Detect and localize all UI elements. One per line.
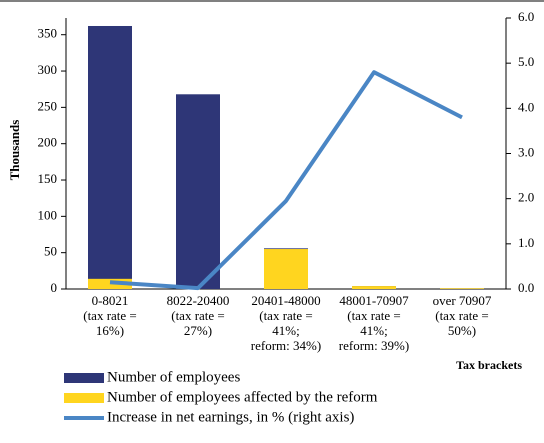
y2-tick-label: 5.0 [518,54,534,69]
x-tick-label: over 70907 (tax rate = 50%) [433,293,492,338]
y-axis-title: Thousands [7,120,22,181]
y2-tick-label: 6.0 [518,9,534,24]
y-tick-label: 50 [44,244,57,259]
line [109,70,463,291]
y2-tick-label: 4.0 [518,99,534,114]
bar [176,94,220,289]
y-tick-label: 250 [38,98,58,113]
legend-label: Increase in net earnings, in % (right ax… [107,409,354,425]
y-tick-label: 350 [38,26,58,41]
x-axis-title: Tax brackets [456,358,522,372]
bar [264,249,308,289]
y2-tick-label: 3.0 [518,144,534,159]
legend-swatch [64,373,104,383]
bar [352,286,396,289]
x-tick-label: 20401-48000 (tax rate = 41%; reform: 34%) [251,293,321,353]
x-tick-label: 8022-20400 (tax rate = 27%) [167,293,230,338]
y-tick-label: 0 [51,280,58,295]
y-tick-label: 200 [38,135,58,150]
y2-tick-label: 2.0 [518,190,534,205]
legend-swatch [64,393,104,403]
y-tick-label: 100 [38,207,58,222]
y2-tick-label: 0.0 [518,280,534,295]
x-tick-label: 48001-70907 (tax rate = 41%; reform: 39%) [339,293,409,353]
legend-label: Number of employees affected by the refo… [107,389,378,405]
y2-tick-label: 1.0 [518,235,534,250]
bar [440,288,484,289]
y-tick-label: 150 [38,171,58,186]
bar [88,25,132,290]
x-tick-label: 0-8021 (tax rate = 16%) [83,293,137,338]
legend-label: Number of employees [107,369,240,385]
y-tick-label: 300 [38,62,58,77]
